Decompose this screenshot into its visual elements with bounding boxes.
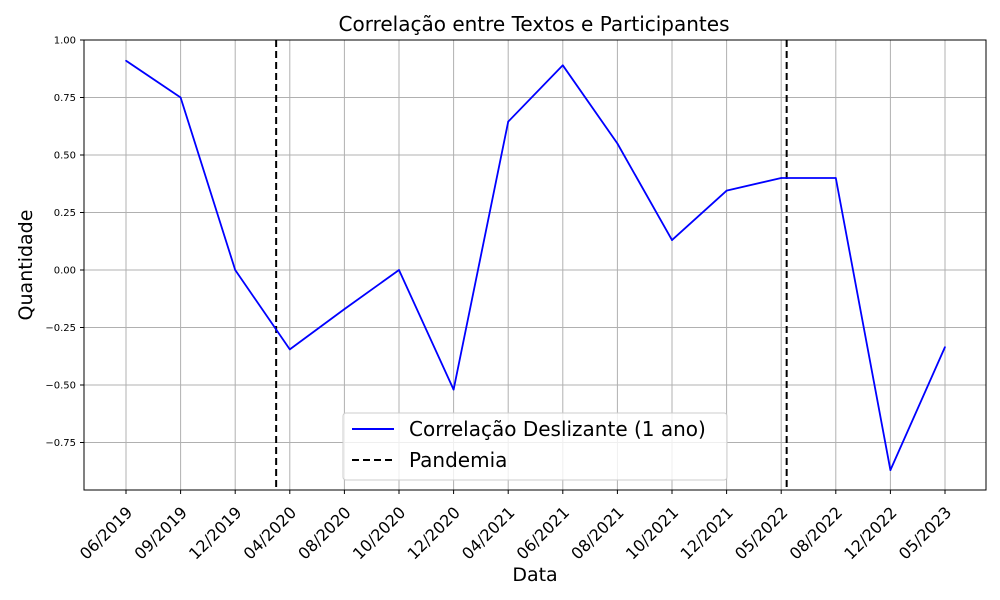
pandemic-lines — [275, 40, 788, 490]
data-point — [507, 120, 510, 123]
data-point — [125, 59, 127, 62]
x-tick-label: 04/2020 — [240, 503, 300, 563]
x-tick-label: 04/2021 — [458, 503, 518, 563]
data-point — [725, 189, 728, 192]
y-tick-label: −0.75 — [45, 438, 76, 449]
y-axis-label: Quantidade — [15, 210, 37, 321]
x-tick-label: 12/2022 — [840, 503, 900, 563]
legend-label-pandemic: Pandemia — [409, 448, 507, 472]
x-tick-label: 05/2022 — [731, 503, 791, 563]
legend: Correlação Deslizante (1 ano) Pandemia — [342, 412, 728, 481]
series-line — [125, 59, 946, 472]
data-point — [944, 346, 946, 348]
x-tick-label: 06/2021 — [513, 503, 573, 563]
y-tick-label: 0.00 — [54, 266, 76, 277]
x-tick-label: 10/2020 — [349, 503, 409, 563]
y-tick-label: 0.25 — [54, 208, 76, 219]
data-point — [835, 177, 837, 179]
plot-frame — [83, 39, 987, 491]
x-tick-label: 12/2020 — [403, 503, 463, 563]
y-tick-label: 0.75 — [54, 93, 76, 104]
data-point — [562, 64, 564, 67]
legend-box — [342, 412, 728, 481]
data-point — [452, 388, 455, 391]
x-tick-label: 10/2021 — [622, 503, 682, 563]
x-tick-label: 05/2023 — [895, 503, 955, 563]
y-tick-label: −0.50 — [45, 381, 76, 392]
x-tick-label: 08/2020 — [294, 503, 354, 563]
x-axis-label: Data — [512, 564, 557, 586]
data-point — [398, 269, 400, 271]
data-point — [616, 142, 619, 145]
data-point — [343, 308, 346, 310]
chart-title: Correlação entre Textos e Participantes — [339, 12, 730, 36]
data-point — [671, 239, 673, 241]
series-layer — [125, 59, 946, 472]
x-tick-label: 09/2019 — [130, 503, 190, 563]
x-tick-label: 06/2019 — [76, 503, 136, 563]
x-tick-label: 08/2022 — [786, 503, 846, 563]
y-tick-label: 0.50 — [54, 151, 76, 162]
data-point — [889, 469, 892, 471]
x-tick-label: 12/2019 — [185, 503, 245, 563]
x-tick-label: 12/2021 — [676, 503, 736, 563]
data-point — [179, 96, 182, 99]
legend-label-series: Correlação Deslizante (1 ano) — [409, 417, 706, 441]
x-tick-label: 08/2021 — [567, 503, 627, 563]
y-axis-ticks: 1.00 0.75 0.50 0.25 0.00 −0.25 −0.50 −0.75 — [45, 36, 84, 449]
data-point — [780, 177, 782, 179]
data-point — [289, 348, 291, 351]
y-tick-label: −0.25 — [45, 323, 76, 334]
y-tick-label: 1.00 — [54, 36, 76, 47]
x-axis-ticks: 06/201909/201912/201904/202008/202010/20… — [76, 490, 955, 563]
data-point — [234, 269, 236, 271]
